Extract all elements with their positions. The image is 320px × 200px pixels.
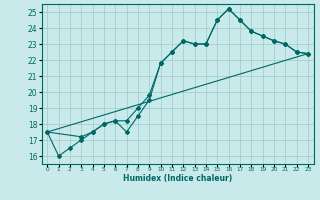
X-axis label: Humidex (Indice chaleur): Humidex (Indice chaleur) <box>123 174 232 183</box>
